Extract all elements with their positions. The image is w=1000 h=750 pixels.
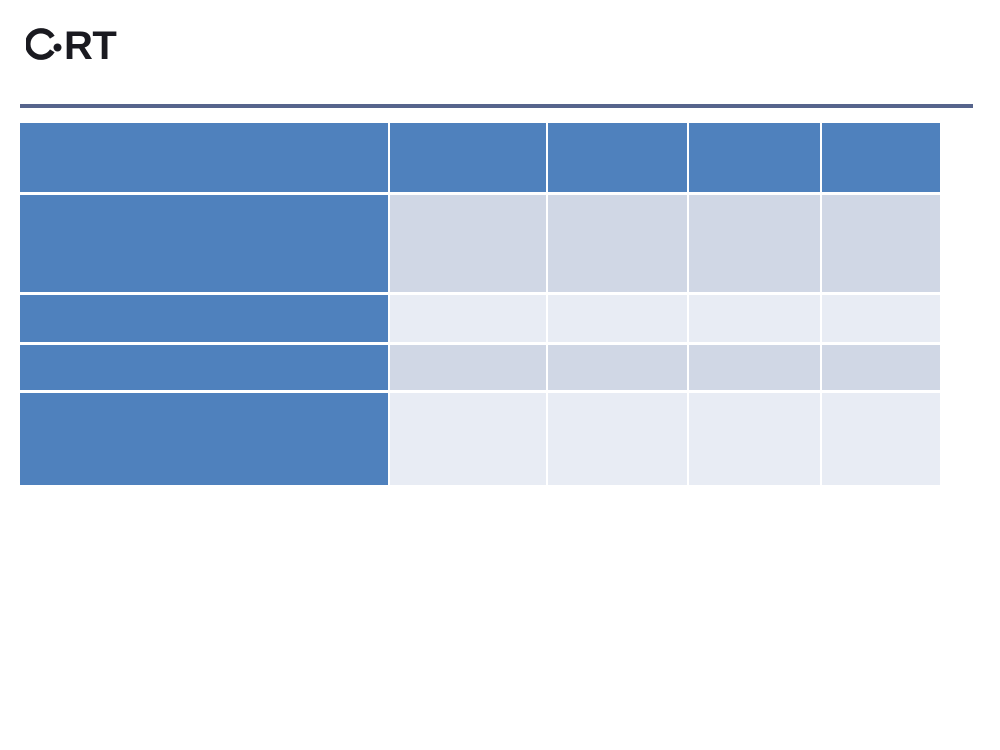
table-header-cell [689,123,820,192]
table-cell [390,195,546,292]
table-cell [390,393,546,485]
table-cell [822,345,940,390]
table-cell [548,295,687,342]
table-row-header [20,345,388,390]
logo-text: RT [64,24,117,68]
table-header-cell [822,123,940,192]
table-header-cell [20,123,388,192]
table-cell [390,295,546,342]
table-cell [548,393,687,485]
table-row-header [20,195,388,292]
header-divider [20,104,973,108]
table-cell [689,345,820,390]
table-cell [689,295,820,342]
table-cell [822,195,940,292]
table-cell [822,295,940,342]
table-cell [390,345,546,390]
table-header-cell [390,123,546,192]
logo-c-dot-icon [26,28,62,60]
table-cell [548,345,687,390]
table-cell [548,195,687,292]
table-cell [822,393,940,485]
table-row-header [20,295,388,342]
table-header-cell [548,123,687,192]
table-row-header [20,393,388,485]
table-cell [689,195,820,292]
data-table [20,123,940,485]
table-cell [689,393,820,485]
page-header: RT [26,24,117,68]
crt-logo: RT [26,24,117,68]
